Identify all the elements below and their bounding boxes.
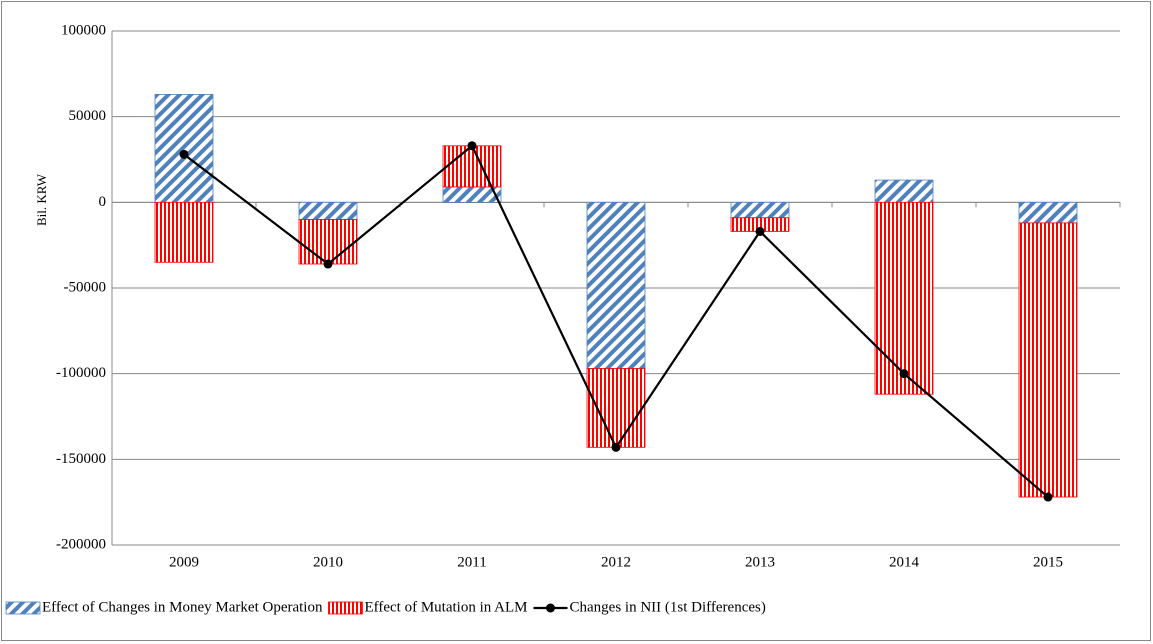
bar <box>442 145 502 188</box>
line-marker <box>467 141 477 151</box>
legend-swatch <box>328 601 363 615</box>
legend-label: Effect of Changes in Money Market Operat… <box>42 599 323 615</box>
bar <box>586 368 646 448</box>
x-tick-label: 2009 <box>169 554 199 570</box>
line-marker <box>611 442 621 452</box>
bar <box>1018 201 1078 224</box>
line-marker <box>899 369 909 379</box>
x-tick-label: 2010 <box>313 554 343 570</box>
legend-swatch <box>5 601 41 615</box>
bar <box>586 201 646 369</box>
y-tick-label: 50000 <box>69 108 107 124</box>
x-tick-label: 2014 <box>889 554 920 570</box>
legend-label: Effect of Mutation in ALM <box>364 599 527 615</box>
bar <box>298 201 358 220</box>
bar <box>1018 222 1078 498</box>
line-marker <box>179 149 189 159</box>
x-tick-label: 2013 <box>745 554 775 570</box>
x-tick-label: 2012 <box>601 554 631 570</box>
bar <box>874 201 934 395</box>
y-tick-label: -50000 <box>64 279 107 295</box>
line-marker <box>1043 492 1053 502</box>
bar <box>154 201 214 263</box>
bar <box>730 201 790 219</box>
y-axis-label: Bil. KRW <box>34 173 49 226</box>
line-marker <box>755 226 765 236</box>
y-tick-label: 100000 <box>61 22 106 38</box>
x-tick-label: 2015 <box>1033 554 1063 570</box>
y-tick-label: -150000 <box>56 451 106 467</box>
y-tick-label: 0 <box>99 194 107 210</box>
bar <box>154 93 214 203</box>
y-tick-label: -200000 <box>56 536 106 552</box>
bar <box>874 179 934 203</box>
x-tick-label: 2011 <box>457 554 486 570</box>
legend-label: Changes in NII (1st Differences) <box>570 599 766 615</box>
line-marker <box>323 259 333 269</box>
bar <box>298 219 358 265</box>
legend-marker <box>546 603 556 613</box>
y-tick-label: -100000 <box>56 365 106 381</box>
